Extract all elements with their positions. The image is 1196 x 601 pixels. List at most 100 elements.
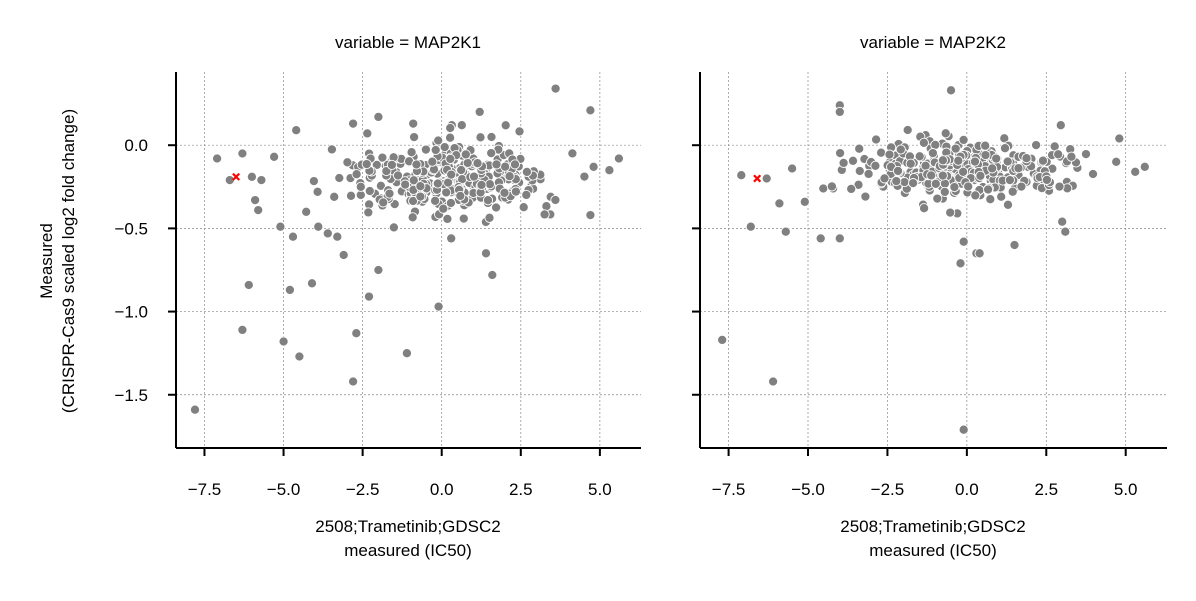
- scatter-point: [499, 187, 510, 198]
- scatter-point: [838, 157, 849, 168]
- scatter-point: [876, 147, 887, 158]
- scatter-point: [736, 170, 747, 181]
- scatter-point: [514, 126, 525, 137]
- scatter-point: [745, 221, 756, 232]
- scatter-point: [870, 160, 881, 171]
- scatter-point: [774, 198, 785, 209]
- scatter-point: [355, 181, 366, 192]
- scatter-point: [351, 169, 362, 180]
- scatter-point: [500, 161, 511, 172]
- scatter-point: [983, 184, 994, 195]
- scatter-point: [914, 151, 925, 162]
- scatter-point: [345, 190, 357, 201]
- scatter-point: [500, 120, 511, 131]
- scatter-point: [521, 189, 532, 200]
- scatter-point: [1037, 155, 1049, 166]
- scatter-point: [445, 197, 456, 209]
- scatter-point: [985, 194, 996, 205]
- tick-marks: [692, 144, 1127, 456]
- scatter-point: [388, 222, 399, 233]
- scatter-point: [1009, 239, 1020, 251]
- scatter-point: [392, 170, 404, 181]
- scatter-point: [384, 188, 395, 199]
- data-points: [189, 83, 624, 415]
- scatter-point: [969, 156, 981, 167]
- scatter-point: [408, 175, 419, 186]
- scatter-point: [406, 147, 417, 158]
- scatter-point: [815, 233, 826, 244]
- scatter-point: [460, 149, 471, 160]
- scatter-point: [996, 191, 1007, 202]
- scatter-point: [999, 143, 1011, 154]
- y-tick-label: −0.5: [114, 219, 148, 238]
- scatter-point: [846, 183, 857, 194]
- scatter-point: [476, 179, 487, 190]
- y-tick-label: −1.5: [114, 386, 148, 405]
- scatter-point: [491, 159, 502, 170]
- scatter-point: [974, 248, 985, 259]
- scatter-point: [342, 157, 353, 168]
- scatter-point: [446, 233, 457, 244]
- scatter-point: [445, 122, 456, 134]
- scatter-point: [306, 278, 318, 289]
- scatter-point: [212, 153, 223, 164]
- scatter-point: [945, 207, 956, 218]
- panel-map2k2: variable = MAP2K2 −7.5 −5.0 −2.5 0.0 2.5…: [692, 33, 1167, 560]
- scatter-point: [937, 155, 948, 166]
- x-tick-label: 2.5: [1034, 480, 1058, 499]
- scatter-point: [237, 148, 248, 159]
- panel-map2k1: variable = MAP2K1 −7.5 −5.0 −2.5 0.0 2.5…: [37, 33, 641, 560]
- highlight-stroke: [753, 174, 762, 183]
- scatter-point: [408, 118, 419, 129]
- scatter-point: [373, 111, 384, 122]
- grid-lines: [176, 72, 641, 448]
- scatter-point: [847, 155, 859, 166]
- scatter-point: [975, 170, 986, 181]
- scatter-point: [415, 181, 426, 192]
- scatter-point: [761, 173, 772, 184]
- scatter-point: [818, 183, 829, 194]
- scatter-point: [834, 106, 845, 117]
- scatter-point: [400, 179, 411, 190]
- scatter-point: [487, 269, 498, 281]
- scatter-point: [958, 134, 969, 145]
- scatter-point: [585, 210, 596, 221]
- scatter-point: [871, 134, 882, 145]
- scatter-point: [332, 231, 343, 242]
- x-tick-label: −7.5: [188, 480, 222, 499]
- scatter-point: [427, 156, 438, 167]
- scatter-point: [1139, 161, 1150, 172]
- scatter-point: [550, 83, 561, 94]
- scatter-point: [1007, 186, 1018, 197]
- scatter-point: [1002, 199, 1014, 210]
- scatter-point: [275, 221, 286, 232]
- scatter-point: [433, 135, 444, 146]
- scatter-point: [420, 144, 431, 155]
- scatter-point: [468, 171, 480, 182]
- scatter-point: [949, 182, 960, 193]
- x-tick-label: −5.0: [791, 480, 825, 499]
- scatter-point: [899, 177, 910, 188]
- scatter-point: [409, 132, 420, 143]
- scatter-point: [432, 178, 443, 189]
- scatter-point: [950, 143, 961, 154]
- x-tick-label: −5.0: [267, 480, 301, 499]
- scatter-point: [504, 171, 515, 182]
- scatter-point: [361, 159, 372, 170]
- scatter-point: [780, 226, 791, 237]
- scatter-point: [930, 178, 941, 189]
- x-tick-label: −2.5: [346, 480, 380, 499]
- scatter-point: [1111, 156, 1122, 167]
- scatter-point: [932, 193, 943, 204]
- scatter-point: [480, 248, 492, 259]
- scatter-point: [834, 233, 845, 244]
- scatter-point: [455, 190, 466, 201]
- scatter-point: [313, 221, 324, 232]
- scatter-point: [604, 165, 615, 176]
- scatter-point: [375, 180, 386, 191]
- scatter-point: [1053, 149, 1064, 160]
- scatter-point: [486, 148, 497, 159]
- scatter-point: [854, 143, 865, 154]
- scatter-point: [189, 404, 201, 415]
